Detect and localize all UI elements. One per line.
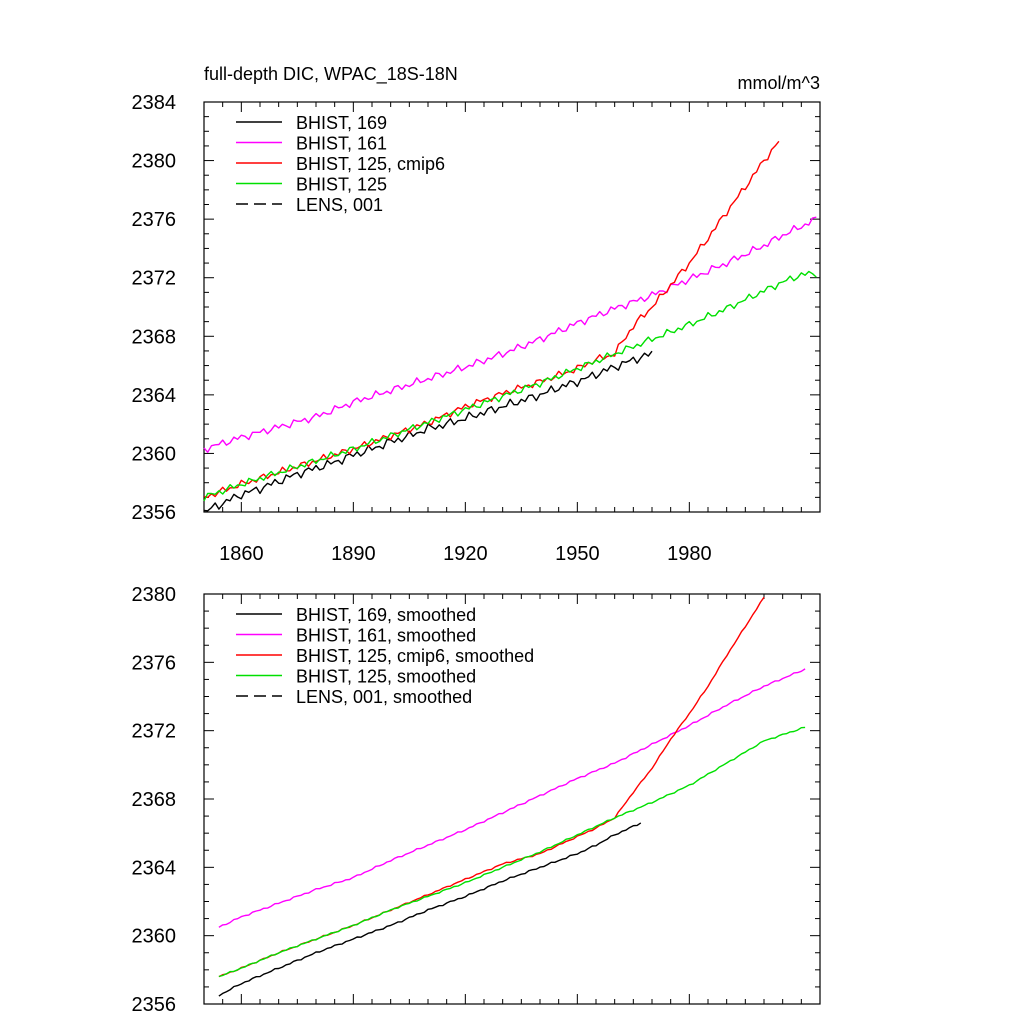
y-tick-label: 2356 [132, 994, 177, 1016]
y-tick-label: 2376 [132, 209, 177, 231]
y-tick-label: 2356 [132, 502, 177, 524]
y-tick-label: 2372 [132, 721, 177, 743]
legend-label-4: BHIST, 125 [296, 175, 387, 195]
bottom-panel-smoothed: 2356 2360 2364 2368 2372 2376 2380 BHIST, 169, … [132, 584, 821, 1016]
legend-label-2: BHIST, 161, smoothed [296, 626, 476, 646]
legend-label-5: LENS, 001 [296, 195, 383, 215]
x-tick-label: 1980 [667, 543, 712, 565]
y-tick-label: 2368 [132, 326, 177, 348]
y-tick-label: 2360 [132, 443, 177, 465]
y-tick-label: 2368 [132, 789, 177, 811]
y-tick-label: 2364 [132, 857, 177, 879]
series-line-1 [218, 822, 642, 997]
y-tick-label: 2380 [132, 151, 177, 173]
y-tick-label: 2372 [132, 268, 177, 290]
y-tick-label: 2364 [132, 385, 177, 407]
y-tick-label: 2384 [132, 92, 177, 114]
series-line-2 [218, 668, 806, 928]
series-line-3 [203, 140, 780, 499]
x-tick-label: 1950 [555, 543, 600, 565]
top-panel-raw: 1860 1890 1920 1950 1980 2356 2360 2364 2368 2372… [132, 64, 821, 565]
chart-title: full-depth DIC, WPAC_18S-18N [204, 64, 458, 85]
legend-label-1: BHIST, 169 [296, 113, 387, 133]
legend-label-5: LENS, 001, smoothed [296, 687, 472, 707]
y-tick-label: 2376 [132, 652, 177, 674]
legend-label-4: BHIST, 125, smoothed [296, 667, 476, 687]
x-tick-label: 1920 [443, 543, 488, 565]
x-tick-label: 1890 [331, 543, 376, 565]
legend-label-1: BHIST, 169, smoothed [296, 605, 476, 625]
legend-label-3: BHIST, 125, cmip6, smoothed [296, 646, 534, 666]
series-line-4 [203, 270, 817, 502]
y-tick-label: 2380 [132, 584, 177, 606]
x-tick-label: 1860 [219, 543, 264, 565]
units-label: mmol/m^3 [738, 73, 820, 93]
series-line-4 [218, 726, 806, 978]
legend-label-2: BHIST, 161 [296, 134, 387, 154]
legend-label-3: BHIST, 125, cmip6 [296, 154, 445, 174]
series-line-2 [203, 216, 817, 453]
y-tick-label: 2360 [132, 926, 177, 948]
